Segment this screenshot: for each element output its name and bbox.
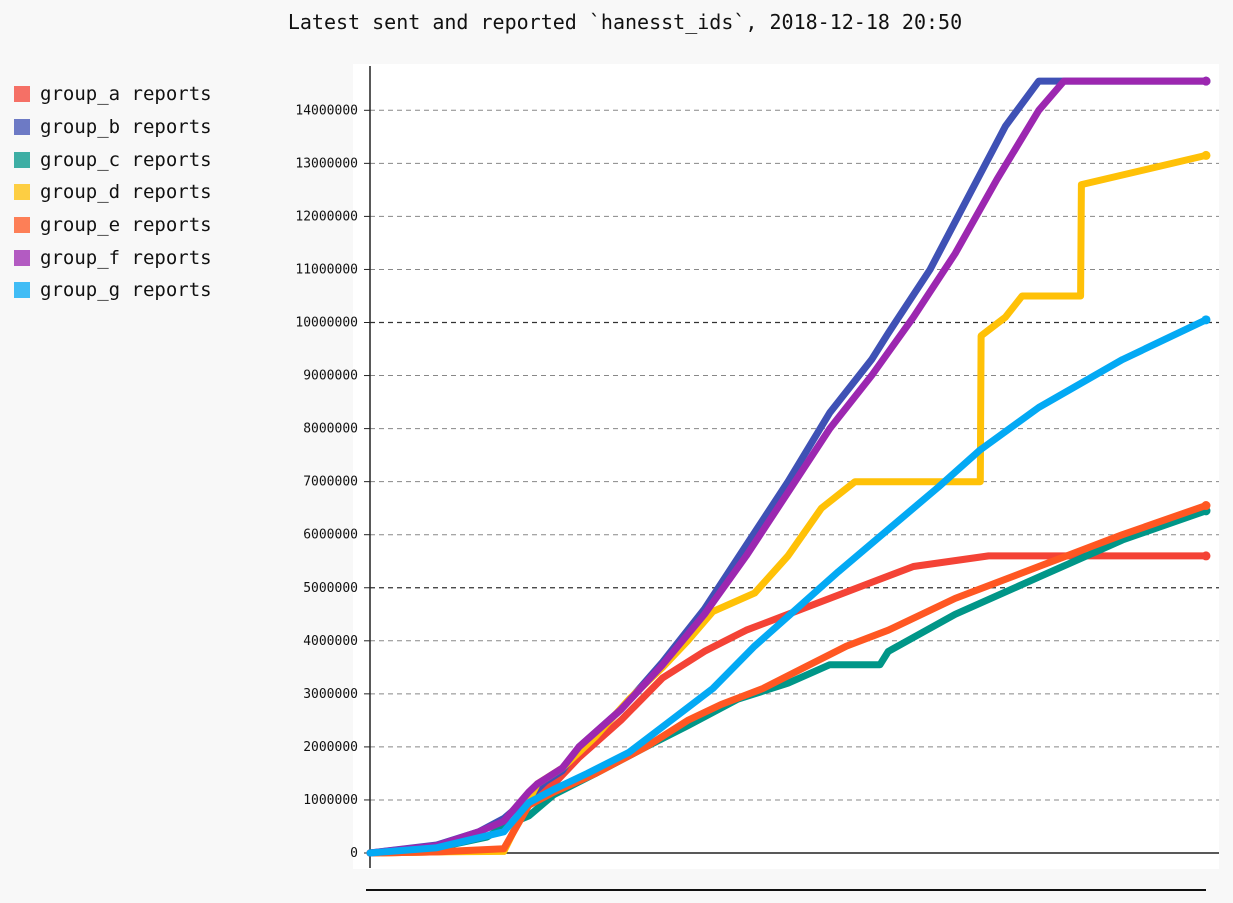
series-end-point-5 [1201, 501, 1211, 511]
y-tick-label: 9000000 [303, 369, 358, 384]
y-tick-label: 5000000 [303, 581, 358, 596]
legend-swatch [14, 282, 30, 299]
legend-item-1[interactable]: group_a reports [14, 78, 212, 111]
legend-label: group_d reports [40, 181, 212, 204]
legend-label: group_b reports [40, 116, 212, 139]
legend-item-7[interactable]: group_g reports [14, 274, 212, 307]
y-tick-label: 10000000 [295, 316, 358, 331]
y-tick-label: 12000000 [295, 209, 358, 224]
legend-label: group_g reports [40, 279, 212, 302]
y-tick-label: 13000000 [295, 156, 358, 171]
y-tick-label: 14000000 [295, 103, 358, 118]
y-tick-label: 4000000 [303, 634, 358, 649]
y-tick-label: 1000000 [303, 793, 358, 808]
series-end-point-1 [1201, 551, 1211, 561]
plot-area [353, 64, 1219, 869]
y-tick-label: 2000000 [303, 740, 358, 755]
legend-swatch [14, 184, 30, 201]
y-tick-label: 11000000 [295, 262, 358, 277]
series-line-3 [366, 507, 1210, 857]
series-end-point-7 [1201, 315, 1211, 325]
legend-item-3[interactable]: group_c reports [14, 143, 212, 176]
legend-label: group_c reports [40, 148, 212, 171]
series-line-7 [366, 316, 1210, 857]
legend-swatch [14, 217, 30, 234]
legend-swatch [14, 86, 30, 103]
series-end-point-4 [1201, 150, 1211, 160]
legend-item-4[interactable]: group_d reports [14, 176, 212, 209]
legend-label: group_e reports [40, 214, 212, 237]
chart-title: Latest sent and reported `hanesst_ids`, … [287, 10, 963, 34]
series-line-5 [366, 502, 1210, 857]
series-line-6 [366, 77, 1210, 857]
legend-swatch [14, 151, 30, 168]
legend-item-5[interactable]: group_e reports [14, 209, 212, 242]
legend-label: group_f reports [40, 246, 212, 269]
legend-label: group_a reports [40, 83, 212, 106]
y-tick-label: 3000000 [303, 687, 358, 702]
legend-item-2[interactable]: group_b reports [14, 111, 212, 144]
y-tick-label: 7000000 [303, 475, 358, 490]
series-end-point-6 [1201, 76, 1211, 86]
y-tick-label: 6000000 [303, 528, 358, 543]
legend-swatch [14, 119, 30, 136]
legend-swatch [14, 249, 30, 266]
legend-item-6[interactable]: group_f reports [14, 241, 212, 274]
y-tick-label: 0 [350, 846, 358, 861]
y-tick-label: 8000000 [303, 422, 358, 437]
legend: group_a reports group_b reports group_c re… [14, 78, 212, 307]
